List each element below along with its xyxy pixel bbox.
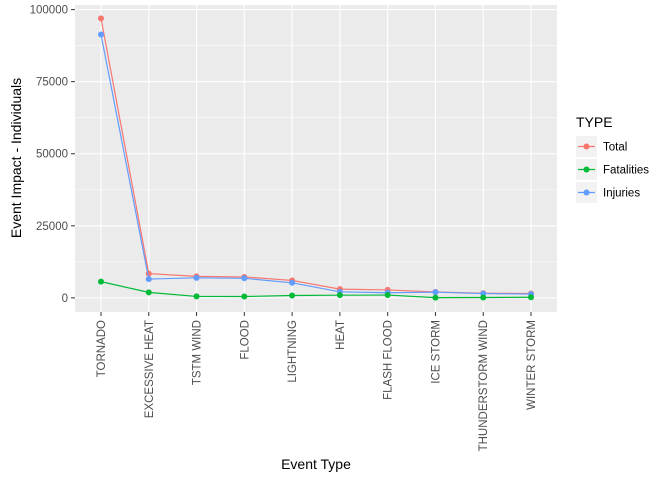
x-tick-label: HEAT <box>335 320 347 350</box>
plot-panel <box>75 5 557 312</box>
legend-key-point <box>583 166 590 173</box>
x-axis: TORNADO EXCESSIVE HEAT TSTM WIND FLOOD LIGHT… <box>96 312 538 451</box>
x-axis-title: Event Type <box>281 456 351 472</box>
x-tick-label: TSTM WIND <box>192 320 204 385</box>
data-point-fatalities <box>384 292 391 299</box>
legend-title: TYPE <box>576 114 613 130</box>
data-point-total <box>145 270 152 277</box>
legend-label: Total <box>603 142 627 154</box>
legend-key-point <box>583 143 590 150</box>
x-tick-label: LIGHTNING <box>287 320 299 383</box>
data-point-injuries <box>98 31 104 38</box>
data-point-fatalities <box>145 289 152 296</box>
legend-label: Fatalities <box>603 165 649 177</box>
y-axis: 0 25000 50000 75000 100000 <box>30 5 75 305</box>
data-point-fatalities <box>98 278 104 285</box>
legend-key-point <box>583 189 590 196</box>
series-layer <box>98 15 534 301</box>
x-tick-label: ICE STORM <box>430 320 442 384</box>
y-axis-title: Event Impact - Individuals <box>8 78 24 238</box>
legend: TYPE Total Fatalities Injuries <box>576 114 649 203</box>
x-tick-label: THUNDERSTORM WIND <box>478 320 490 451</box>
data-point-injuries <box>432 289 439 296</box>
x-tick-label: WINTER STORM <box>526 320 538 410</box>
x-tick-label: TORNADO <box>96 320 108 377</box>
data-point-fatalities <box>289 292 296 299</box>
minor-gridlines <box>75 45 557 263</box>
y-tick-label: 100000 <box>30 5 68 17</box>
data-point-injuries <box>193 274 200 281</box>
data-point-injuries <box>241 275 248 282</box>
data-point-fatalities <box>336 292 343 299</box>
legend-label: Injuries <box>603 188 640 200</box>
data-point-fatalities <box>193 293 200 300</box>
data-point-injuries <box>289 279 296 286</box>
y-tick-label: 25000 <box>36 221 68 233</box>
data-point-total <box>98 15 104 22</box>
y-tick-label: 75000 <box>36 77 68 89</box>
major-gridlines <box>75 5 557 312</box>
data-point-injuries <box>145 276 152 283</box>
x-tick-label: EXCESSIVE HEAT <box>144 320 156 418</box>
y-tick-label: 0 <box>62 293 68 305</box>
x-tick-label: FLOOD <box>239 320 251 360</box>
data-point-fatalities <box>432 294 439 301</box>
x-tick-label: FLASH FLOOD <box>383 320 395 400</box>
data-point-fatalities <box>528 294 534 301</box>
series-line-injuries <box>100 34 532 295</box>
data-point-fatalities <box>241 293 248 300</box>
data-point-fatalities <box>480 294 487 301</box>
series-line-fatalities <box>100 281 532 299</box>
y-tick-label: 50000 <box>36 149 68 161</box>
